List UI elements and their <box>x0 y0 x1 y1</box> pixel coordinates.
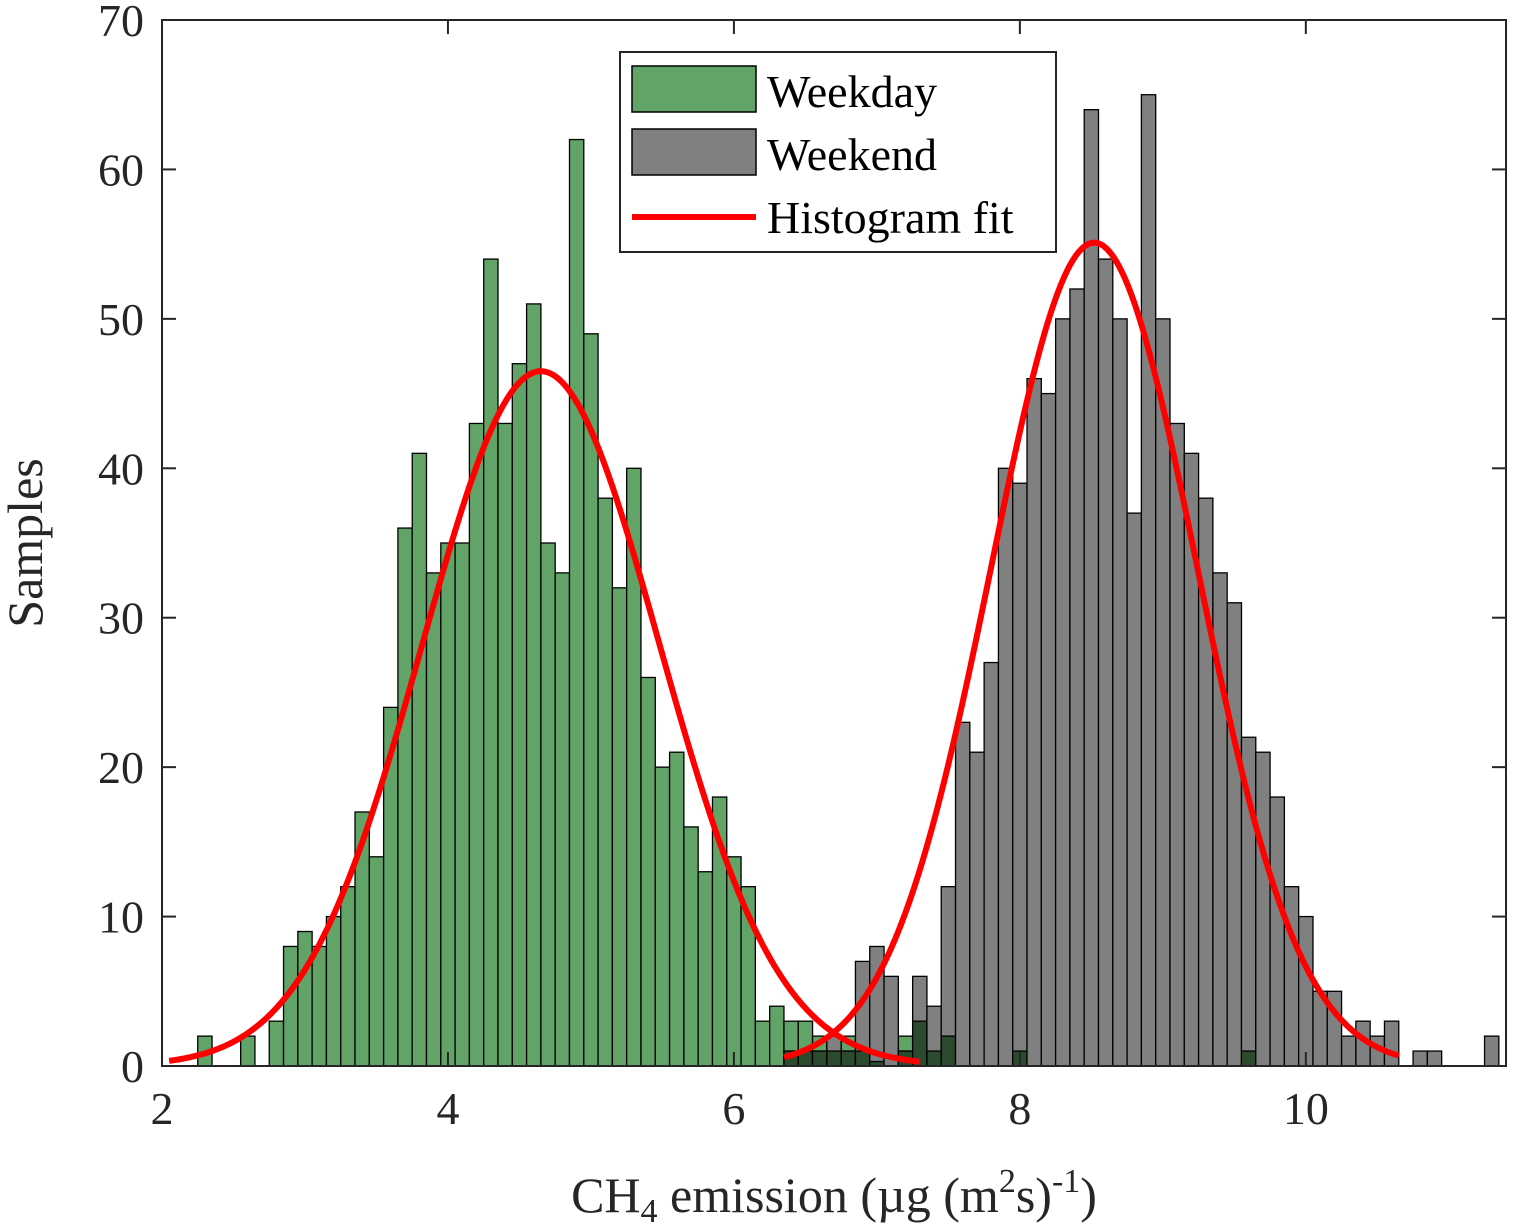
weekday-bar-14 <box>440 542 456 1067</box>
weekday-bar-28 <box>640 676 656 1067</box>
weekday-bar-2 <box>268 1020 285 1067</box>
weekend-bar-17 <box>1026 377 1042 1067</box>
weekday-bar-13 <box>425 572 442 1067</box>
weekend-bar-33 <box>1255 751 1271 1067</box>
y-axis-label: Samples <box>0 458 53 627</box>
weekend-bars <box>783 94 1500 1067</box>
overlap-bar-11 <box>940 1035 957 1067</box>
weekday-bar-3 <box>282 945 299 1067</box>
weekday-bar-30 <box>668 751 685 1067</box>
weekend-bar-12 <box>954 721 971 1067</box>
weekday-bar-32 <box>697 871 714 1067</box>
weekday-bar-21 <box>540 542 556 1067</box>
y-tick-label-4: 40 <box>98 443 144 494</box>
fit-curve-0 <box>168 368 921 1065</box>
weekend-bar-7 <box>883 975 899 1067</box>
x-tick-label-0: 2 <box>151 1083 174 1134</box>
weekday-bar-9 <box>368 856 385 1067</box>
plot-frame <box>161 19 1507 1067</box>
weekend-bar-42 <box>1383 1020 1400 1067</box>
weekend-bar-27 <box>1169 422 1185 1067</box>
legend-swatch-weekend <box>631 128 757 176</box>
weekday-bar-36 <box>754 1020 771 1067</box>
x-label-sup1: 2 <box>999 1163 1016 1200</box>
weekday-bar-1 <box>239 1035 256 1067</box>
weekday-bar-16 <box>468 422 485 1067</box>
x-label-prefix: CH <box>571 1167 640 1223</box>
weekday-bar-11 <box>397 527 413 1067</box>
y-tick-label-0: 0 <box>121 1041 144 1092</box>
weekend-bar-35 <box>1283 886 1300 1067</box>
weekend-bar-15 <box>997 467 1014 1067</box>
weekend-bar-14 <box>983 661 1000 1067</box>
x-label-middle: emission (µg (m <box>658 1167 999 1223</box>
weekend-bar-34 <box>1269 796 1286 1067</box>
overlap-bar-10 <box>926 1050 942 1067</box>
weekday-bar-26 <box>611 587 628 1067</box>
x-label-suffix: ) <box>1080 1167 1097 1223</box>
x-label-sup2: -1 <box>1052 1163 1080 1200</box>
weekend-bar-23 <box>1112 318 1128 1067</box>
overlap-bar-2 <box>811 1050 828 1067</box>
y-tick-label-2: 20 <box>98 742 144 793</box>
weekday-bar-37 <box>769 1005 785 1067</box>
y-tick-label-5: 50 <box>98 294 144 345</box>
x-tick-label-3: 8 <box>1008 1083 1031 1134</box>
weekday-bar-4 <box>297 930 313 1067</box>
legend-label-fit: Histogram fit <box>767 192 1014 243</box>
weekend-bar-25 <box>1140 94 1157 1067</box>
weekday-bar-5 <box>311 945 328 1067</box>
weekend-bar-36 <box>1298 915 1314 1067</box>
legend-label-weekend: Weekend <box>767 129 937 180</box>
weekend-bar-19 <box>1054 318 1071 1067</box>
weekday-bar-25 <box>597 497 614 1067</box>
weekday-bar-23 <box>568 138 585 1067</box>
weekday-bar-31 <box>683 826 699 1067</box>
weekday-bar-17 <box>483 258 499 1067</box>
weekend-bar-20 <box>1069 288 1085 1067</box>
weekday-bar-18 <box>497 422 513 1067</box>
weekday-bar-19 <box>511 363 528 1067</box>
weekend-bar-43 <box>1412 1050 1429 1067</box>
x-axis-label: CH4 emission (µg (m2s)-1) <box>571 1163 1097 1227</box>
y-tick-label-3: 30 <box>98 593 144 644</box>
weekend-bar-39 <box>1340 1035 1357 1067</box>
weekday-bar-15 <box>454 542 471 1067</box>
legend-label-weekday: Weekday <box>767 66 937 117</box>
weekend-bar-13 <box>969 751 985 1067</box>
legend-swatch-weekday <box>631 65 757 113</box>
y-tick-label-7: 70 <box>98 0 144 46</box>
y-tick-label-1: 10 <box>98 892 144 943</box>
weekday-bar-12 <box>411 452 428 1067</box>
weekday-bar-29 <box>654 766 671 1067</box>
weekday-bar-20 <box>525 303 542 1067</box>
axis-ticks: 2 4 6 8 10 0 10 20 30 40 50 60 70 <box>98 0 1506 1134</box>
overlap-bar-4 <box>840 1050 857 1067</box>
weekend-bar-18 <box>1040 392 1057 1067</box>
x-tick-label-4: 10 <box>1283 1083 1329 1134</box>
fit-curves <box>168 239 1400 1065</box>
overlap-bar-32 <box>1240 1050 1257 1067</box>
weekend-bar-31 <box>1226 602 1243 1067</box>
weekend-bar-24 <box>1126 512 1143 1067</box>
weekend-bar-44 <box>1426 1050 1443 1067</box>
weekend-bar-45 <box>1483 1035 1500 1067</box>
x-label-after: s) <box>1016 1167 1052 1223</box>
weekday-bar-7 <box>340 886 356 1067</box>
weekend-bar-21 <box>1083 109 1100 1067</box>
weekend-bar-22 <box>1097 258 1114 1067</box>
fit-curve-1 <box>783 239 1400 1061</box>
weekday-bar-6 <box>325 915 342 1067</box>
overlap-bar-3 <box>826 1050 842 1067</box>
weekday-bar-22 <box>554 572 571 1067</box>
x-tick-label-2: 6 <box>722 1083 745 1134</box>
y-tick-label-6: 60 <box>98 144 144 195</box>
x-label-subscript: 4 <box>641 1193 658 1227</box>
legend: Weekday Weekend Histogram fit <box>619 51 1057 253</box>
weekend-bar-16 <box>1012 482 1028 1067</box>
x-tick-label-1: 4 <box>436 1083 459 1134</box>
